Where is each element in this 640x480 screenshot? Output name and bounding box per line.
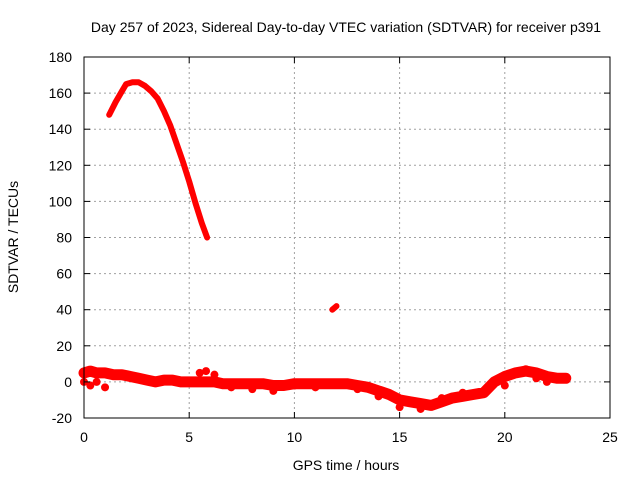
series-point-baseline-spread <box>210 370 219 379</box>
series-point-baseline-spread <box>92 377 101 386</box>
series-line-baseline <box>78 365 572 411</box>
x-tick-label: 15 <box>392 429 408 445</box>
series-point-baseline-spread <box>248 385 257 394</box>
series-point-baseline-spread <box>395 403 404 412</box>
series-point-baseline-spread <box>311 383 320 392</box>
x-tick-label: 25 <box>602 429 618 445</box>
series-point-baseline-spread <box>374 392 383 401</box>
axis-ticks <box>83 56 611 419</box>
series-point-baseline-spread <box>86 381 95 390</box>
series-point-baseline-spread <box>500 381 509 390</box>
series-point-baseline-spread <box>458 388 467 397</box>
y-tick-label: 40 <box>56 302 72 318</box>
y-tick-label: 180 <box>49 49 73 65</box>
series-point-baseline-spread <box>227 383 236 392</box>
series-line-arc-high <box>106 79 211 241</box>
y-tick-label: 120 <box>49 157 73 173</box>
y-tick-label: -20 <box>52 410 72 426</box>
y-tick-label: 60 <box>56 266 72 282</box>
x-axis-label: GPS time / hours <box>293 457 400 473</box>
series-point-baseline-spread <box>521 365 530 374</box>
y-tick-label: 20 <box>56 338 72 354</box>
series-point-baseline-spread <box>101 383 110 392</box>
x-tick-label: 20 <box>497 429 513 445</box>
series-point-baseline-spread <box>353 385 362 394</box>
y-tick-label: 140 <box>49 121 73 137</box>
series-point-baseline-spread <box>202 367 211 376</box>
y-tick-label: 0 <box>64 374 72 390</box>
series-point-baseline-spread <box>195 368 204 377</box>
series-point-baseline-spread <box>269 386 278 395</box>
x-tick-label: 0 <box>80 429 88 445</box>
series-point-baseline-spread <box>437 394 446 403</box>
y-tick-label: 80 <box>56 230 72 246</box>
x-tick-labels: 0 5 10 15 20 25 <box>80 429 618 445</box>
y-axis-label: SDTVAR / TECUs <box>5 181 21 293</box>
chart-title: Day 257 of 2023, Sidereal Day-to-day VTE… <box>91 19 601 35</box>
series-line-blip <box>329 303 340 313</box>
y-tick-label: 100 <box>49 193 73 209</box>
series-point-baseline-spread <box>479 386 488 395</box>
series-point-baseline-spread <box>532 374 541 383</box>
x-tick-label: 5 <box>185 429 193 445</box>
grid <box>84 57 610 418</box>
series-point-baseline-spread <box>416 404 425 413</box>
series-group <box>78 79 572 413</box>
y-tick-labels: -20 0 20 40 60 80 100 120 140 160 180 <box>49 49 73 426</box>
series-point-baseline-spread <box>542 377 551 386</box>
series-point-baseline-spread <box>290 381 299 390</box>
x-tick-label: 10 <box>287 429 303 445</box>
y-tick-label: 160 <box>49 85 73 101</box>
